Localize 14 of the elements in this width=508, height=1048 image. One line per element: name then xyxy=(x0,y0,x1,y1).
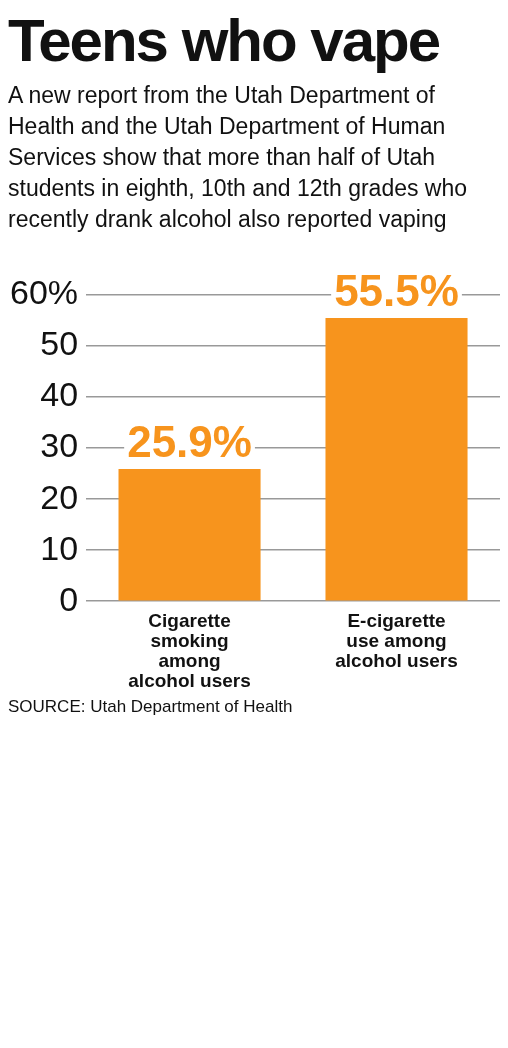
y-tick-label: 50 xyxy=(40,324,79,363)
x-tick-label: Cigarette smoking among alcohol users xyxy=(128,610,251,692)
chart-title: Teens who vape xyxy=(8,6,441,76)
y-tick-label: 30 xyxy=(40,426,79,465)
chart-subtitle: A new report from the Utah Department of Health and the Utah Department of Human Services show that more than half of Utah students in eighth, 10th and 12th grades who recently drank alcohol also reported vaping xyxy=(8,81,469,234)
source-note: SOURCE: Utah Department of Health xyxy=(8,696,294,718)
y-tick-label: 60% xyxy=(9,273,79,312)
data-label: 55.5% xyxy=(334,266,459,316)
y-tick-label: 10 xyxy=(40,528,79,567)
y-tick-label: 0 xyxy=(59,579,79,618)
data-label: 25.9% xyxy=(127,417,252,467)
y-tick-label: 20 xyxy=(40,477,79,516)
x-tick-label: E-cigarette use among alcohol users xyxy=(335,610,458,672)
y-tick-label: 40 xyxy=(40,375,79,414)
